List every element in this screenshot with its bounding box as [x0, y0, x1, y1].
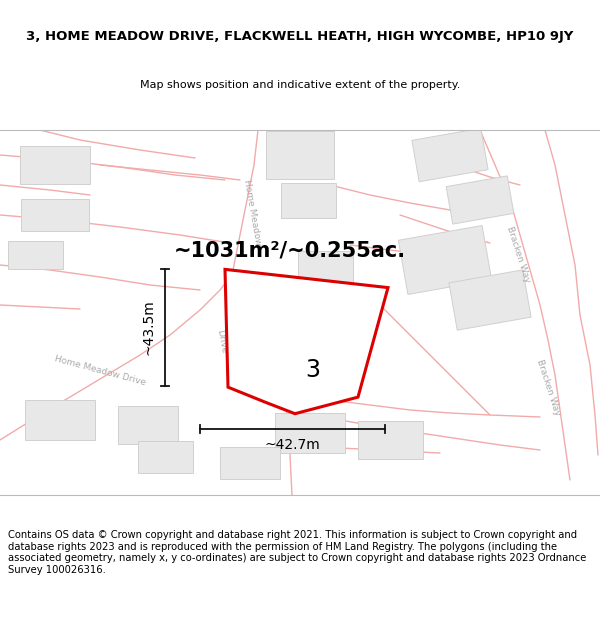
- Bar: [275, 413, 345, 453]
- Text: ~42.7m: ~42.7m: [265, 438, 320, 452]
- Text: ~1031m²/~0.255ac.: ~1031m²/~0.255ac.: [174, 240, 406, 260]
- Text: Bracken Way: Bracken Way: [535, 358, 562, 416]
- Text: Bracken Way: Bracken Way: [505, 225, 532, 284]
- Bar: [281, 182, 335, 218]
- Text: Map shows position and indicative extent of the property.: Map shows position and indicative extent…: [140, 79, 460, 89]
- Bar: [298, 251, 353, 309]
- Text: ~43.5m: ~43.5m: [142, 299, 156, 355]
- Text: Drive: Drive: [215, 329, 229, 354]
- Bar: [7, 241, 62, 269]
- Text: Contains OS data © Crown copyright and database right 2021. This information is : Contains OS data © Crown copyright and d…: [8, 530, 586, 575]
- Polygon shape: [225, 269, 388, 414]
- Bar: [412, 128, 488, 182]
- Bar: [137, 441, 193, 473]
- Bar: [358, 421, 422, 459]
- Text: 3: 3: [305, 357, 320, 381]
- Bar: [118, 406, 178, 444]
- Text: Home Meadow Drive: Home Meadow Drive: [53, 354, 146, 387]
- Bar: [20, 146, 90, 184]
- Bar: [398, 226, 491, 294]
- Bar: [446, 176, 514, 224]
- Text: 3, HOME MEADOW DRIVE, FLACKWELL HEATH, HIGH WYCOMBE, HP10 9JY: 3, HOME MEADOW DRIVE, FLACKWELL HEATH, H…: [26, 30, 574, 43]
- Bar: [449, 270, 531, 330]
- Bar: [25, 400, 95, 440]
- Bar: [220, 447, 280, 479]
- Bar: [266, 131, 334, 179]
- Bar: [21, 199, 89, 231]
- Text: Home Meadow: Home Meadow: [242, 179, 262, 247]
